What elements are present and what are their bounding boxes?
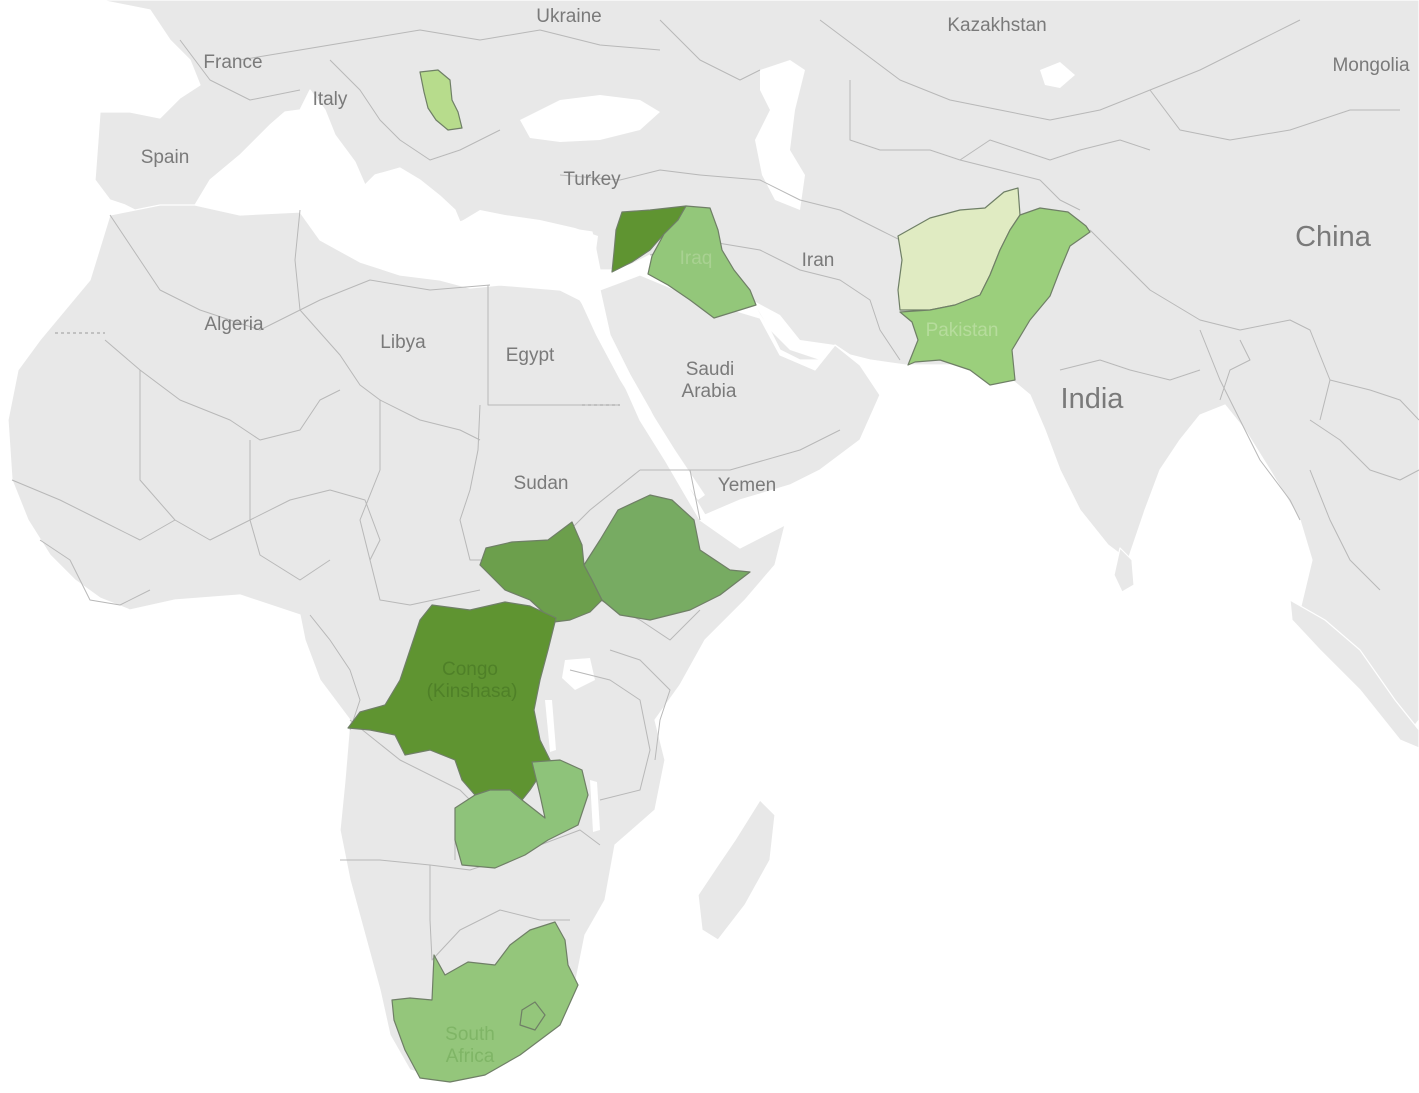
label-libya: Libya [380,332,426,353]
label-sudan: Sudan [514,473,569,494]
label-mongolia: Mongolia [1332,55,1410,76]
mediterranean-sea [195,125,598,262]
label-algeria: Algeria [204,314,264,335]
label-saudi-line2: Arabia [682,381,737,402]
label-iraq: Iraq [680,248,713,269]
label-india: India [1061,383,1125,415]
landmass-africa [7,204,786,1081]
red-sea [580,300,705,500]
persian-gulf [752,300,835,360]
label-kazakhstan: Kazakhstan [947,15,1046,36]
label-congo-line1: Congo [442,659,498,680]
lake-tanganyika [545,700,556,752]
landmass-srilanka [1113,547,1135,593]
label-yemen: Yemen [718,475,776,496]
label-south-africa-line2: Africa [446,1046,495,1067]
water-bodies [195,60,1075,832]
country-iraq[interactable] [647,205,757,319]
map-labels: Ukraine Kazakhstan France Mongolia Italy… [141,6,1410,1067]
label-saudi-line1: Saudi [686,359,735,380]
country-serbia[interactable] [419,69,463,131]
base-land [7,0,1419,1081]
black-sea [520,95,660,142]
highlighted-countries[interactable] [347,69,1091,1083]
label-iran: Iran [802,250,835,271]
label-pakistan: Pakistan [926,320,999,341]
lake-malawi [590,780,600,832]
aral-sea [1040,62,1075,88]
landmass-madagascar [697,799,776,941]
country-pakistan[interactable] [899,207,1091,386]
label-china: China [1295,221,1372,253]
label-spain: Spain [141,147,190,168]
country-ethiopia[interactable] [583,494,751,621]
country-syria[interactable] [611,205,687,273]
country-zambia[interactable] [454,759,589,869]
label-ukraine: Ukraine [536,6,601,27]
caspian-sea [755,60,805,210]
country-south-sudan[interactable] [479,521,603,623]
label-congo-line2: (Kinshasa) [427,681,518,702]
label-italy: Italy [313,89,348,110]
lake-victoria [562,658,595,690]
label-turkey: Turkey [563,169,621,190]
label-egypt: Egypt [506,345,555,366]
label-south-africa-line1: South [445,1024,495,1045]
country-south-africa[interactable] [391,921,579,1083]
landmass-malay [1289,599,1419,749]
label-france: France [203,52,262,73]
